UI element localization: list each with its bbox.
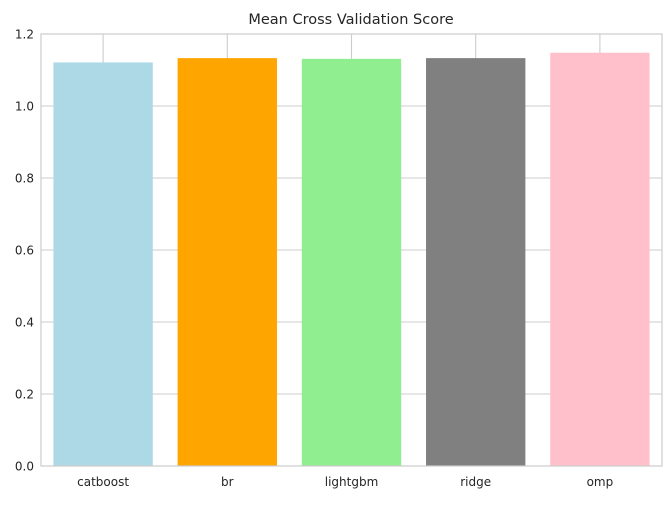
bar-omp (550, 52, 650, 466)
y-tick-label: 0.4 (15, 316, 34, 330)
x-tick-label: br (221, 475, 234, 489)
bar-layer (53, 52, 650, 467)
x-tick-label: catboost (77, 475, 129, 489)
y-tick-label: 0.2 (15, 388, 34, 402)
bar-catboost (53, 62, 153, 466)
y-tick-label: 1.0 (15, 100, 34, 114)
y-tick-label: 1.2 (15, 28, 34, 42)
bar-ridge (426, 58, 526, 467)
axis-layer: 0.0 0.2 0.4 0.6 0.8 1.0 1.2 catboost br lightgbm r… (15, 28, 663, 489)
y-tick-label: 0.6 (15, 244, 34, 258)
x-tick-label: omp (587, 475, 614, 489)
y-tick-label: 0.0 (15, 460, 34, 474)
plot-frame (40, 33, 663, 467)
bar-lightgbm (301, 58, 402, 467)
chart-title: Mean Cross Validation Score (248, 12, 453, 28)
y-tick-label: 0.8 (15, 172, 34, 186)
x-tick-label: lightgbm (325, 475, 379, 489)
x-tick-label: ridge (460, 475, 491, 489)
bar-br (177, 58, 277, 467)
